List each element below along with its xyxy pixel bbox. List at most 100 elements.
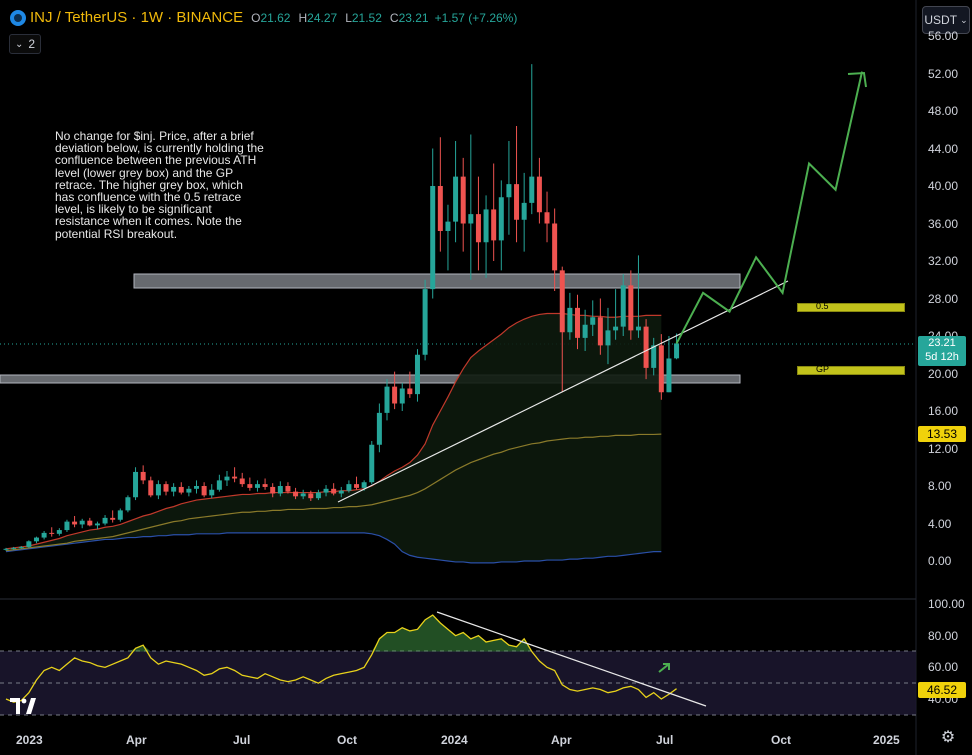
rsi-tick-label: 100.00 <box>928 597 965 611</box>
candle-body <box>536 176 542 213</box>
candle-body <box>430 186 436 290</box>
change-value: +1.57 (+7.26%) <box>434 10 518 25</box>
candle-body <box>491 209 497 241</box>
high-value: 24.27 <box>307 10 338 25</box>
candle-body <box>41 532 47 538</box>
fib-05-box[interactable]: 0.5 <box>797 301 905 312</box>
candle-body <box>171 486 177 492</box>
tradingview-logo-icon[interactable] <box>10 694 36 720</box>
high-label: H <box>298 10 308 25</box>
candle-body <box>643 326 649 368</box>
candle-body <box>110 517 116 520</box>
candle-body <box>285 486 291 492</box>
candle-body <box>11 547 17 549</box>
fib-gp-box[interactable]: GP <box>797 364 905 375</box>
tradingview-logo-svg <box>10 698 36 714</box>
candle-body <box>277 486 283 494</box>
low-value: 21.52 <box>351 10 382 25</box>
currency-select-button[interactable]: USDT ⌄ <box>922 6 970 34</box>
candle-body <box>475 214 481 243</box>
price-tick-label: 0.00 <box>928 554 952 568</box>
candle-body <box>483 209 489 243</box>
candle-body <box>567 307 573 333</box>
close-label: C <box>389 10 399 25</box>
candle-body <box>308 493 314 499</box>
candle-body <box>194 486 199 489</box>
time-tick-label: Oct <box>771 733 792 747</box>
candle-body <box>620 285 626 327</box>
price-tick-label: 36.00 <box>928 216 959 231</box>
candle-body <box>613 326 619 331</box>
bands-fill <box>6 313 662 563</box>
price-tick-label: 4.00 <box>928 516 952 531</box>
chart-annotation-note[interactable]: No change for $inj. Price, after a brief… <box>55 129 264 241</box>
candle-body <box>422 289 428 355</box>
candle-body <box>49 532 55 534</box>
candle-body <box>338 490 344 494</box>
candle-body <box>254 484 260 488</box>
candle-body <box>628 285 634 331</box>
time-tick-label: Jul <box>233 733 251 747</box>
candle-body <box>635 326 641 331</box>
candle-body <box>605 330 611 346</box>
candle-body <box>407 388 413 395</box>
rsi-line <box>5 614 677 703</box>
price-tick-label: 20.00 <box>928 366 959 381</box>
rsi-breakout-arrow <box>658 663 670 673</box>
ma-yellow-line <box>5 433 662 552</box>
ma-value-tag: 13.53 <box>918 426 966 442</box>
price-tick-label: 56.00 <box>928 29 959 43</box>
upper-resistance-box <box>133 273 741 289</box>
symbol-title[interactable]: INJ / TetherUS · 1W · BINANCE <box>30 9 244 26</box>
candle-body <box>125 497 131 511</box>
candle-body <box>293 491 299 497</box>
candle-body <box>575 307 580 338</box>
chevron-down-icon: ⌄ <box>14 38 24 50</box>
candle-body <box>72 521 78 525</box>
price-tick-label: 48.00 <box>928 104 959 118</box>
candle-body <box>140 471 146 481</box>
rsi-tick-label: 80.00 <box>928 628 959 643</box>
rsi-series-line <box>5 614 677 703</box>
candle-body <box>384 386 390 413</box>
time-tick-label: 2025 <box>873 733 900 747</box>
candle-body <box>201 486 207 496</box>
indicator-toggle-button[interactable]: ⌄ 2 <box>9 34 41 54</box>
price-tick-label: 28.00 <box>928 291 959 306</box>
candle-body <box>247 484 253 488</box>
candle-body <box>399 388 405 404</box>
candle-body <box>414 354 420 395</box>
candle-body <box>597 317 603 346</box>
time-tick-label: Apr <box>551 733 572 747</box>
gear-icon[interactable]: ⚙ <box>940 729 956 746</box>
lower-support-box <box>0 374 741 384</box>
candle-body <box>559 270 565 333</box>
candle-body <box>79 520 85 525</box>
symbol-legend[interactable]: INJ / TetherUS · 1W · BINANCE O 21.62 H 24… <box>10 9 517 26</box>
candle-body <box>666 358 672 393</box>
candle-body <box>590 317 596 325</box>
candle-body <box>468 214 474 224</box>
candle-body <box>453 176 459 222</box>
price-tick-label: 16.00 <box>928 404 959 418</box>
candle-body <box>300 493 306 497</box>
open-value: 21.62 <box>260 10 291 25</box>
projection-arrowhead <box>847 71 867 88</box>
price-tick-label: 44.00 <box>928 141 959 156</box>
price-tick-label: 12.00 <box>928 441 959 456</box>
candle-body <box>514 184 520 220</box>
price-tick-label: 8.00 <box>928 479 952 493</box>
ma-blue-line <box>5 532 662 564</box>
candle-body <box>232 476 238 479</box>
candle-body <box>506 184 512 198</box>
currency-label: USDT <box>924 13 958 27</box>
indicator-count: 2 <box>28 37 36 51</box>
fib-gp-label: GP <box>816 364 830 374</box>
current-price-tag: 23.21 5d 12h <box>918 336 966 366</box>
time-tick-label: Oct <box>337 733 358 747</box>
candle-body <box>186 488 192 493</box>
chart-header: INJ / TetherUS · 1W · BINANCE O 21.62 H 24… <box>0 0 920 38</box>
rsi-value-tag: 46.52 <box>918 682 966 698</box>
rsi-tick-label: 60.00 <box>928 660 959 675</box>
